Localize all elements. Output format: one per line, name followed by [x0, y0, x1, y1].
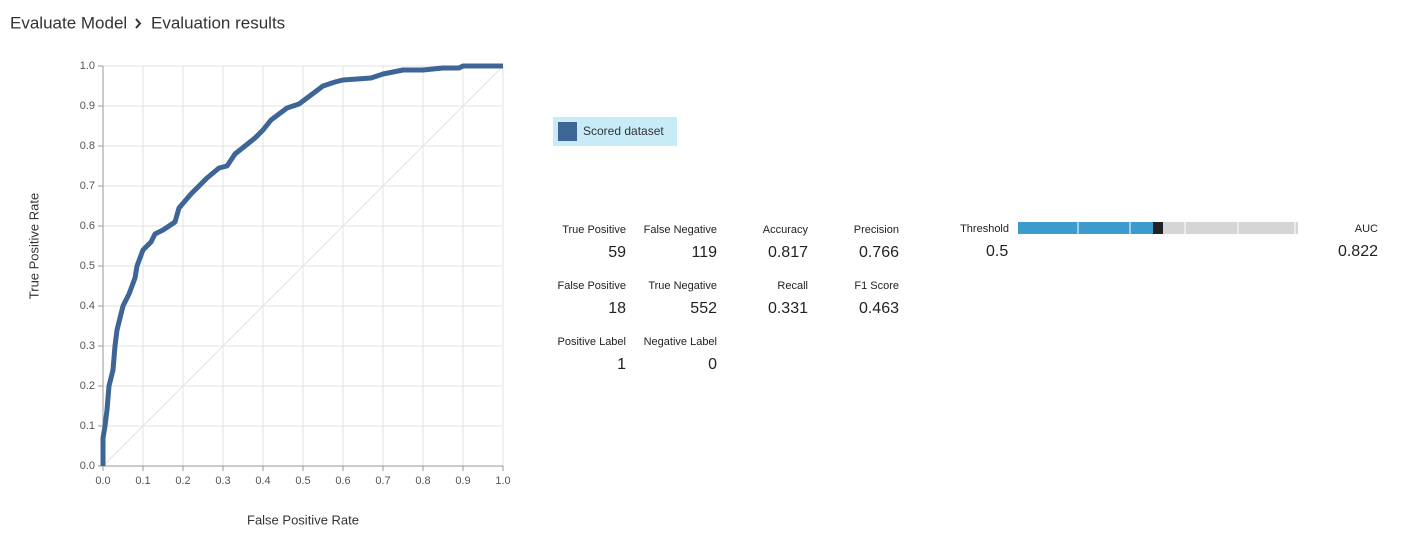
metric-label: False Positive — [558, 280, 626, 292]
y-tick-label: 0.7 — [80, 180, 95, 192]
threshold-label: Threshold — [960, 223, 1009, 235]
metric-label: Negative Label — [644, 336, 717, 348]
y-tick-label: 0.6 — [80, 220, 95, 232]
y-tick-label: 0.0 — [80, 460, 95, 472]
x-tick-label: 0.7 — [375, 475, 390, 487]
metric-value: 0.463 — [859, 300, 899, 317]
metric-value: 0.766 — [859, 244, 899, 261]
y-axis-label: True Positive Rate — [26, 193, 41, 299]
x-tick-label: 0.1 — [135, 475, 150, 487]
breadcrumb-item: Evaluation results — [151, 13, 285, 32]
x-tick-label: 0.9 — [455, 475, 470, 487]
y-tick-label: 0.8 — [80, 140, 95, 152]
metric-label: Accuracy — [763, 224, 809, 236]
metric-value: 59 — [608, 244, 626, 261]
x-tick-label: 1.0 — [495, 475, 510, 487]
auc-value: 0.822 — [1338, 243, 1378, 260]
legend-swatch — [558, 122, 577, 141]
metric-value: 0.817 — [768, 244, 808, 261]
metric-label: Recall — [777, 280, 808, 292]
metric-label: F1 Score — [854, 280, 899, 292]
x-tick-label: 0.5 — [295, 475, 310, 487]
diagonal — [102, 65, 504, 467]
threshold-handle[interactable] — [1153, 222, 1163, 234]
y-tick-label: 0.4 — [80, 300, 95, 312]
legend-label[interactable]: Scored dataset — [583, 124, 664, 138]
chevron — [135, 18, 142, 29]
metric-value: 119 — [691, 244, 717, 261]
metric-label: True Negative — [648, 280, 717, 292]
x-tick-label: 0.6 — [335, 475, 350, 487]
breadcrumb-item[interactable]: Evaluate Model — [10, 13, 127, 32]
metric-label: False Negative — [644, 224, 717, 236]
auc-label: AUC — [1355, 223, 1378, 235]
x-tick-label: 0.4 — [255, 475, 270, 487]
metric-value: 0 — [708, 356, 717, 373]
metric-label: True Positive — [562, 224, 626, 236]
metric-label: Precision — [854, 224, 899, 236]
roc-curve — [100, 63, 503, 466]
y-tick-label: 1.0 — [80, 60, 95, 72]
metric-value: 1 — [617, 356, 626, 373]
y-tick-label: 0.2 — [80, 380, 95, 392]
metric-value: 0.331 — [768, 300, 808, 317]
y-tick-label: 0.1 — [80, 420, 95, 432]
x-tick-label: 0.3 — [215, 475, 230, 487]
metric-value: 552 — [690, 300, 717, 317]
metric-value: 18 — [608, 300, 626, 317]
x-tick-label: 0.2 — [175, 475, 190, 487]
metric-label: Positive Label — [558, 336, 627, 348]
x-axis-label: False Positive Rate — [247, 512, 359, 527]
x-tick-label: 0.8 — [415, 475, 430, 487]
threshold-value: 0.5 — [986, 243, 1008, 260]
y-tick-label: 0.5 — [80, 260, 95, 272]
x-tick-label: 0.0 — [95, 475, 110, 487]
y-tick-label: 0.3 — [80, 340, 95, 352]
y-tick-label: 0.9 — [80, 100, 95, 112]
